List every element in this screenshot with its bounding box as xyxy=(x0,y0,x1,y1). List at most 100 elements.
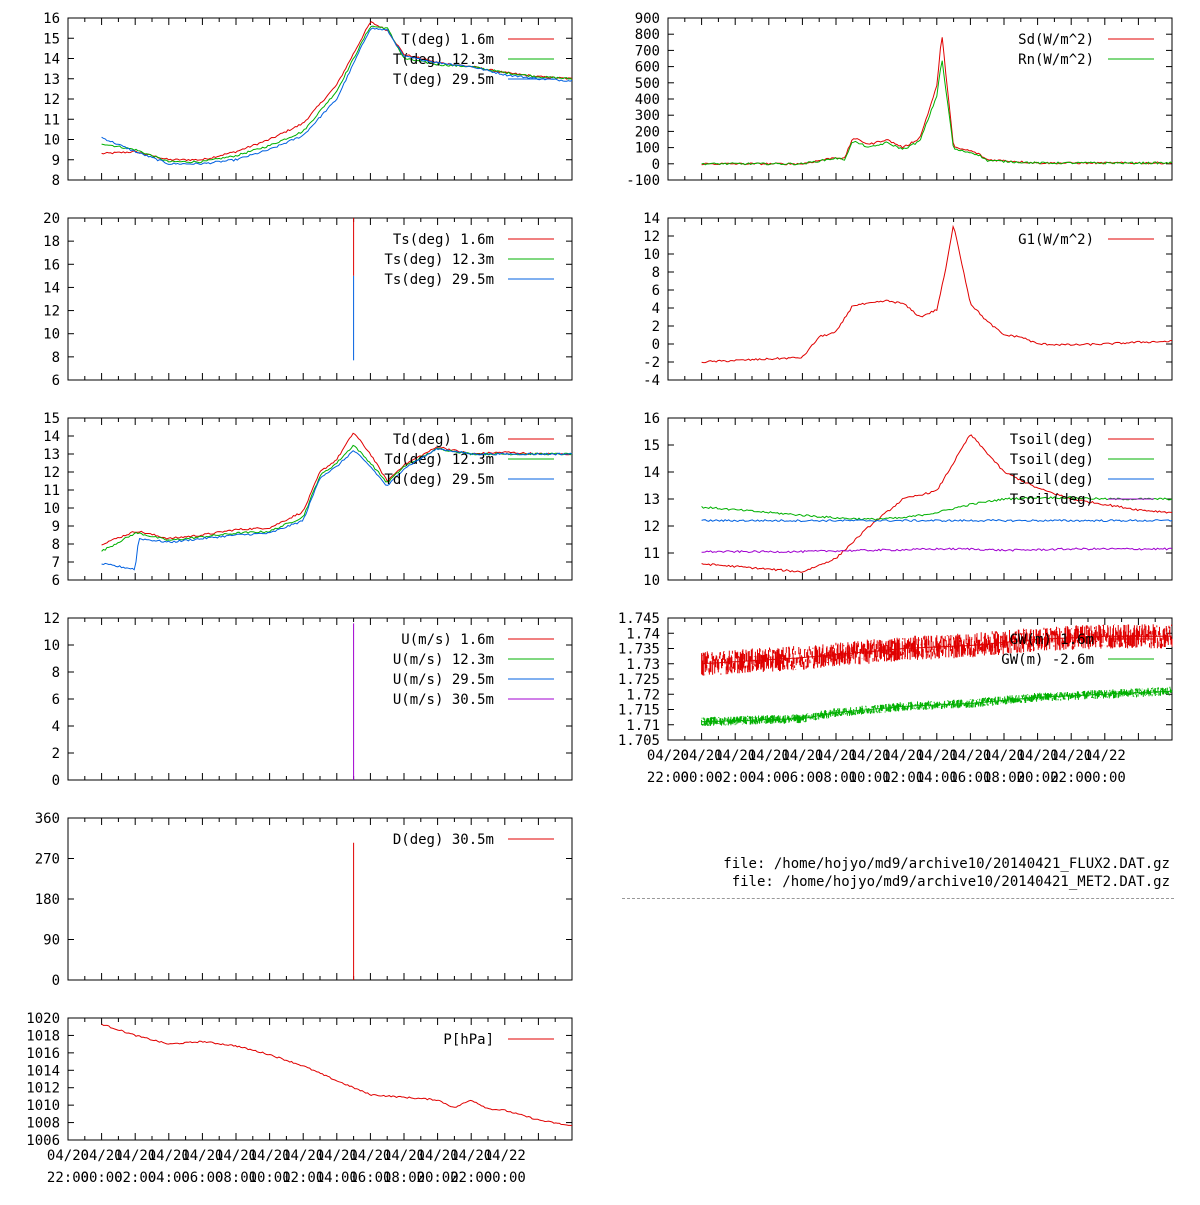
series-line-3 xyxy=(701,547,1173,554)
y-tick-label: 8 xyxy=(52,665,60,681)
series-line-2 xyxy=(101,27,573,166)
y-tick-label: 1018 xyxy=(26,1028,60,1044)
x-tick-label-date: 04/21 xyxy=(249,1148,291,1164)
legend-label: Tsoil(deg) xyxy=(1010,492,1094,508)
x-tick-label-date: 04/21 xyxy=(916,748,958,764)
y-tick-label: 1006 xyxy=(26,1133,60,1149)
y-tick-label: 1.705 xyxy=(618,733,660,749)
y-tick-label: 100 xyxy=(635,141,660,157)
x-tick-label-time: 00:00 xyxy=(681,770,723,786)
x-tick-label-time: 06:00 xyxy=(781,770,823,786)
x-tick-label-time: 22:00 xyxy=(647,770,689,786)
legend-label: T(deg) 29.5m xyxy=(393,72,494,88)
y-tick-label: -100 xyxy=(626,173,660,189)
x-tick-label-date: 04/21 xyxy=(882,748,924,764)
plot-frame xyxy=(667,417,1173,581)
x-tick-label-time: 00:00 xyxy=(1084,770,1126,786)
series-line-0 xyxy=(701,434,1173,573)
y-tick-label: 12 xyxy=(43,611,60,627)
y-tick-label: 7 xyxy=(52,555,60,571)
x-tick-label-date: 04/21 xyxy=(949,748,991,764)
x-tick-label-time: 02:00 xyxy=(114,1170,156,1186)
legend-label: Td(deg) 1.6m xyxy=(393,432,494,448)
x-tick-label-time: 14:00 xyxy=(916,770,958,786)
legend-label: D(deg) 30.5m xyxy=(393,832,494,848)
y-tick-label: 8 xyxy=(652,265,660,281)
series-line-1 xyxy=(701,496,1173,521)
series-line-0 xyxy=(101,1023,573,1127)
y-tick-label: 15 xyxy=(643,438,660,454)
legend-label: Sd(W/m^2) xyxy=(1018,32,1094,48)
x-tick-label-time: 06:00 xyxy=(181,1170,223,1186)
y-tick-label: 4 xyxy=(652,301,660,317)
plot-frame xyxy=(667,17,1173,181)
legend-label: Rn(W/m^2) xyxy=(1018,52,1094,68)
x-tick-label-date: 04/21 xyxy=(81,1148,123,1164)
panel-ts: 6 8 10 12 14 16 18 20 Ts(deg) 1.6m Ts(deg) 12.3m T… xyxy=(43,211,573,389)
x-tick-label-time: 10:00 xyxy=(849,770,891,786)
series-line-0 xyxy=(701,37,1173,166)
y-tick-label: 6 xyxy=(52,373,60,389)
y-tick-label: 1014 xyxy=(26,1063,60,1079)
y-tick-label: 14 xyxy=(643,465,660,481)
panel-u: 0 2 4 6 8 10 12 U(m/s) 1.6m U(m/s) 12.3m U(m/s) 2… xyxy=(43,611,573,789)
legend-label: GW(m) 1.6m xyxy=(1010,632,1094,648)
y-tick-label: 2 xyxy=(52,746,60,762)
y-tick-label: 600 xyxy=(635,60,660,76)
y-tick-label: -4 xyxy=(643,373,660,389)
plot-frame xyxy=(67,217,573,381)
x-tick-label-date: 04/20 xyxy=(47,1148,89,1164)
series-line-1 xyxy=(101,25,573,164)
y-tick-label: 12 xyxy=(43,92,60,108)
y-tick-label: 800 xyxy=(635,27,660,43)
x-tick-label-date: 04/22 xyxy=(1084,748,1126,764)
x-tick-label-time: 16:00 xyxy=(949,770,991,786)
y-tick-label: 15 xyxy=(43,411,60,427)
y-tick-label: 1008 xyxy=(26,1116,60,1132)
y-tick-label: 14 xyxy=(43,280,60,296)
legend-label: T(deg) 1.6m xyxy=(401,32,494,48)
legend-label: Tsoil(deg) xyxy=(1010,432,1094,448)
x-tick-label-date: 04/21 xyxy=(781,748,823,764)
x-tick-label-time: 10:00 xyxy=(249,1170,291,1186)
y-tick-label: 90 xyxy=(43,933,60,949)
y-tick-label: 0 xyxy=(52,773,60,789)
y-tick-label: 400 xyxy=(635,92,660,108)
x-tick-label-time: 22:00 xyxy=(47,1170,89,1186)
y-tick-label: 900 xyxy=(635,11,660,27)
y-tick-label: -2 xyxy=(643,355,660,371)
series-line-1 xyxy=(101,444,573,552)
y-tick-label: 13 xyxy=(43,447,60,463)
y-tick-label: 11 xyxy=(43,112,60,128)
y-tick-label: 1.745 xyxy=(618,611,660,627)
x-tick-label-date: 04/21 xyxy=(983,748,1025,764)
plot-frame xyxy=(667,217,1173,381)
legend-label: Ts(deg) 12.3m xyxy=(384,252,494,268)
y-tick-label: 14 xyxy=(43,52,60,68)
y-tick-label: 16 xyxy=(43,11,60,27)
y-tick-label: 1.735 xyxy=(618,642,660,658)
x-tick-label-time: 08:00 xyxy=(815,770,857,786)
plot-frame xyxy=(67,1017,573,1141)
legend-label: GW(m) -2.6m xyxy=(1001,652,1094,668)
legend-label: Tsoil(deg) xyxy=(1010,472,1094,488)
y-tick-label: 10 xyxy=(643,247,660,263)
y-tick-label: 10 xyxy=(43,133,60,149)
y-tick-label: 10 xyxy=(643,573,660,589)
y-tick-label: 1.725 xyxy=(618,672,660,688)
legend-label: Ts(deg) 29.5m xyxy=(384,272,494,288)
plot-frame xyxy=(67,417,573,581)
y-tick-label: 4 xyxy=(52,719,60,735)
panel-d: 0 90 180 270 360 D(deg) 30.5m xyxy=(35,811,573,989)
y-tick-label: 9 xyxy=(52,519,60,535)
panel-t: 8 9 10 11 12 13 14 15 16 T(deg) 1.6m T(deg) 12.3m T… xyxy=(43,11,573,189)
x-tick-label-time: 20:00 xyxy=(417,1170,459,1186)
x-tick-label-time: 18:00 xyxy=(383,1170,425,1186)
x-tick-label-date: 04/21 xyxy=(114,1148,156,1164)
y-tick-label: 12 xyxy=(43,465,60,481)
y-tick-label: 13 xyxy=(43,72,60,88)
y-tick-label: 1010 xyxy=(26,1098,60,1114)
